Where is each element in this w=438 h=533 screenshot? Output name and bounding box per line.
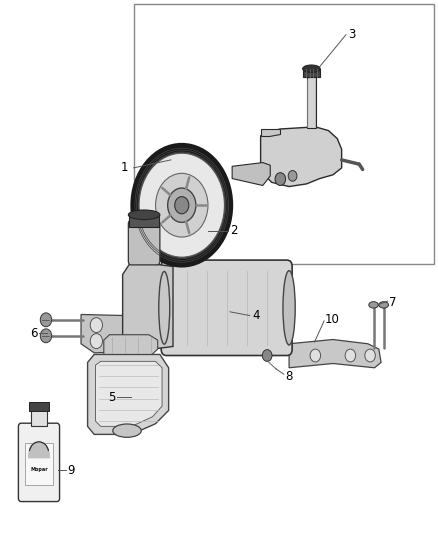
Polygon shape: [261, 127, 342, 187]
Circle shape: [40, 329, 52, 343]
Circle shape: [155, 173, 208, 237]
Polygon shape: [123, 261, 173, 352]
Polygon shape: [232, 163, 270, 185]
Ellipse shape: [379, 302, 389, 308]
Text: 1: 1: [121, 161, 128, 174]
Bar: [303, 69, 320, 77]
Polygon shape: [28, 441, 50, 458]
Bar: [31, 410, 47, 426]
Text: 8: 8: [285, 370, 293, 383]
Bar: [29, 402, 49, 411]
Bar: [307, 77, 316, 128]
Text: 10: 10: [325, 313, 340, 326]
Circle shape: [175, 197, 189, 214]
Circle shape: [310, 349, 321, 362]
Circle shape: [139, 153, 225, 257]
Ellipse shape: [283, 271, 295, 345]
Circle shape: [90, 318, 102, 333]
Text: 3: 3: [348, 28, 356, 41]
Ellipse shape: [303, 65, 320, 72]
Circle shape: [90, 334, 102, 349]
Polygon shape: [88, 354, 169, 434]
Circle shape: [262, 350, 272, 361]
Text: Mopar: Mopar: [30, 467, 48, 472]
Polygon shape: [261, 129, 280, 136]
Bar: [134, 4, 434, 264]
Polygon shape: [104, 335, 158, 354]
Ellipse shape: [128, 210, 160, 220]
Circle shape: [365, 349, 375, 362]
Polygon shape: [95, 361, 162, 426]
Text: 4: 4: [253, 309, 260, 322]
Circle shape: [131, 144, 232, 266]
Text: 7: 7: [389, 296, 396, 309]
FancyBboxPatch shape: [128, 220, 160, 265]
Circle shape: [288, 171, 297, 181]
Circle shape: [168, 188, 196, 222]
Bar: [25, 443, 53, 485]
Ellipse shape: [369, 302, 378, 308]
FancyBboxPatch shape: [18, 423, 60, 502]
Text: 9: 9: [67, 464, 74, 477]
Circle shape: [345, 349, 356, 362]
FancyBboxPatch shape: [161, 260, 292, 356]
Circle shape: [275, 173, 286, 185]
Text: 6: 6: [31, 327, 38, 340]
Polygon shape: [81, 314, 127, 353]
Ellipse shape: [159, 271, 170, 344]
Text: 2: 2: [230, 224, 237, 237]
Polygon shape: [289, 340, 381, 368]
Ellipse shape: [113, 424, 141, 437]
Text: 5: 5: [108, 391, 116, 403]
Circle shape: [40, 313, 52, 327]
Bar: [129, 215, 159, 227]
